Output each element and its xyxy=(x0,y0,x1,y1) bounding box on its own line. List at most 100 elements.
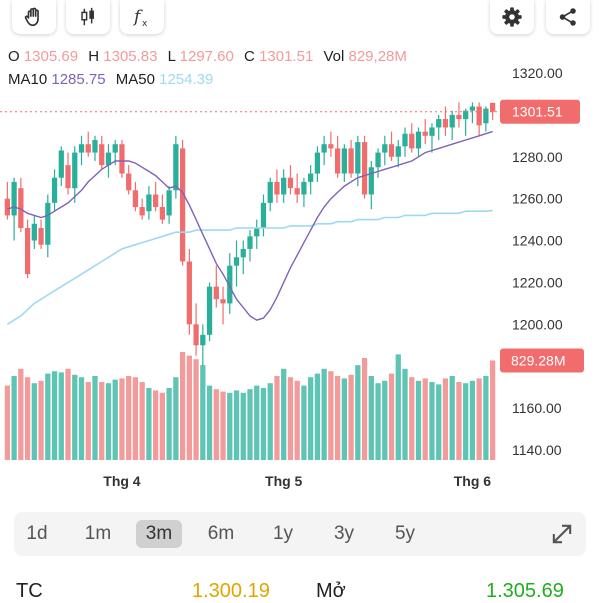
y-tick-label: 1280.00 xyxy=(512,149,563,165)
share-button[interactable] xyxy=(546,0,590,34)
candle-body xyxy=(260,202,267,228)
candle xyxy=(193,303,199,356)
ma50-value: 1254.39 xyxy=(159,71,214,88)
range-tab-1y[interactable]: 1y xyxy=(272,523,294,544)
candle xyxy=(469,102,476,124)
low-value: 1297.60 xyxy=(179,48,234,65)
candle xyxy=(348,140,354,178)
candle xyxy=(200,324,206,367)
candle xyxy=(463,108,469,136)
settings-button[interactable] xyxy=(490,0,534,34)
candle-body xyxy=(119,144,125,174)
candle xyxy=(341,144,347,182)
volume-bar xyxy=(99,382,105,460)
candle-body xyxy=(99,144,105,166)
candle xyxy=(308,165,314,195)
candle-body xyxy=(422,131,428,136)
y-tick-label: 1220.00 xyxy=(512,274,563,290)
candle-body xyxy=(476,106,482,126)
candle xyxy=(388,131,395,161)
range-tab-3m[interactable]: 3m xyxy=(136,520,182,548)
candle xyxy=(476,102,482,136)
volume-bar xyxy=(119,378,125,460)
candle-body xyxy=(382,144,388,153)
candle-body xyxy=(490,102,496,112)
candle xyxy=(173,135,179,199)
volume-bar xyxy=(112,379,118,460)
volume-bar xyxy=(45,373,51,460)
candle xyxy=(328,131,334,157)
candlestick-tool-button[interactable] xyxy=(66,0,110,34)
volume-bar xyxy=(72,374,78,460)
candle xyxy=(4,181,10,220)
volume-bar xyxy=(422,378,428,460)
close-value: 1301.51 xyxy=(259,48,314,65)
price-chart[interactable]: 1320.001300.001280.001260.001240.001220.… xyxy=(0,0,600,500)
volume-bar xyxy=(213,389,219,460)
volume-bar xyxy=(247,389,253,460)
candle xyxy=(254,219,260,249)
candle-body xyxy=(361,142,368,195)
range-tab-5y[interactable]: 5y xyxy=(394,523,416,544)
volume-bar xyxy=(254,385,260,460)
candlestick-icon xyxy=(81,7,94,26)
volume-bar xyxy=(402,368,408,460)
candle-body xyxy=(436,119,442,128)
candle-body xyxy=(267,181,273,203)
volume-bar xyxy=(132,377,139,460)
volume-bar xyxy=(355,365,361,460)
ma10-line xyxy=(7,130,493,321)
expand-icon[interactable] xyxy=(548,520,576,548)
candle xyxy=(294,173,300,203)
candle xyxy=(105,144,112,178)
range-tab-3y[interactable]: 3y xyxy=(333,523,355,544)
volume-bar xyxy=(476,378,482,460)
indicator-function-button[interactable]: f x xyxy=(120,0,164,34)
volume-bar xyxy=(368,376,374,460)
volume-bar xyxy=(85,382,91,460)
svg-text:x: x xyxy=(142,19,148,29)
tc-value: 1.300.19 xyxy=(192,580,270,602)
candle-body xyxy=(139,207,145,216)
candle xyxy=(166,186,172,224)
candle-body xyxy=(220,299,226,304)
candle-body xyxy=(132,190,139,208)
candle-body xyxy=(153,194,159,208)
x-axis-label: Thg 4 xyxy=(103,473,141,489)
candle xyxy=(220,286,226,325)
volume-bar xyxy=(146,388,152,460)
candle-body xyxy=(254,227,260,237)
candle-body xyxy=(213,286,219,300)
range-tab-1d[interactable]: 1d xyxy=(26,523,48,544)
candle-body xyxy=(328,144,334,149)
volume-bar xyxy=(92,376,98,460)
function-icon: f x xyxy=(132,7,148,29)
hand-tool-button[interactable] xyxy=(12,0,56,34)
range-tab-6m[interactable]: 6m xyxy=(207,523,235,544)
candle-body xyxy=(92,140,98,153)
y-tick-label: 1160.00 xyxy=(512,400,562,416)
candle xyxy=(395,140,401,168)
candle xyxy=(65,152,71,195)
candle-body xyxy=(388,144,395,157)
candle xyxy=(146,186,152,220)
volume-bar xyxy=(456,382,462,460)
candle-body xyxy=(31,223,37,241)
volume-bar xyxy=(463,383,469,460)
last-price-label: 1301.51 xyxy=(512,104,563,120)
volume-bar xyxy=(220,391,226,460)
candle-body xyxy=(308,173,314,182)
candle-body xyxy=(173,144,179,191)
candle xyxy=(24,219,31,279)
candle xyxy=(456,102,462,128)
candle xyxy=(429,123,435,153)
candle-body xyxy=(193,324,199,346)
volume-bar xyxy=(436,384,442,460)
candle xyxy=(227,253,233,314)
candle-body xyxy=(395,146,401,157)
candle-body xyxy=(206,286,213,335)
candle-body xyxy=(85,144,91,153)
svg-text:f: f xyxy=(132,7,143,27)
volume-bar xyxy=(139,382,145,460)
range-tab-1m[interactable]: 1m xyxy=(84,523,112,544)
